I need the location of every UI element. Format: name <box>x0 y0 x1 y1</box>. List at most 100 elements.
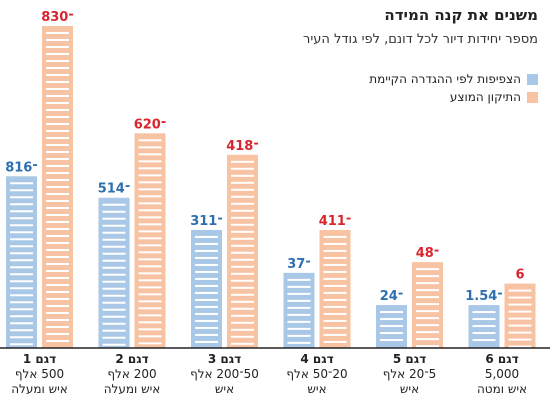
category-label-3: דגם 3 50־200 אלף איש <box>185 352 265 397</box>
bar-stripe <box>46 95 69 97</box>
bar-stripe <box>46 60 69 62</box>
bar-stripe <box>138 167 162 170</box>
bar-stripe <box>323 242 347 245</box>
bar-stripe <box>195 263 218 266</box>
bar-stripe <box>46 312 69 314</box>
bar-stripe <box>102 245 126 248</box>
bar-stripe <box>10 189 33 192</box>
bar-stripe <box>287 292 311 295</box>
bar-stripe <box>195 277 218 280</box>
bar-stripe <box>138 195 162 198</box>
bar-stripe <box>138 251 162 254</box>
bar-rect-current-3 <box>191 229 222 348</box>
bar-stripe <box>138 342 162 345</box>
bar-stripe <box>46 326 69 328</box>
bar-stripe <box>46 333 69 335</box>
bar-stripe <box>46 256 69 258</box>
bar-stripe <box>46 249 69 251</box>
data-label-current-6: 1.5־4 <box>465 289 502 304</box>
bar-stripe <box>472 332 496 335</box>
bar-stripe <box>323 312 347 315</box>
category-label-line: דגם 3 <box>207 352 242 366</box>
bar-stripe <box>231 265 254 268</box>
bar-stripe <box>508 303 532 306</box>
bar-stripe <box>195 235 218 238</box>
bar-rect-current-2 <box>98 197 130 348</box>
bar-stripe <box>231 230 254 233</box>
bar-stripe <box>231 202 254 205</box>
legend-label-proposed: התיקון המוצע <box>449 90 521 104</box>
bar-stripe <box>10 294 33 297</box>
bar-current-3 <box>191 229 222 348</box>
data-label-proposed-3: 4־18 <box>226 139 259 154</box>
bar-stripe <box>323 340 347 343</box>
bar-stripe <box>287 334 311 337</box>
bar-stripe <box>102 315 126 318</box>
bar-proposed-1 <box>42 26 73 348</box>
bar-stripe <box>416 331 439 334</box>
legend-swatch-current <box>527 73 538 85</box>
category-label-line: איש <box>214 382 235 396</box>
bar-stripe <box>138 216 162 219</box>
bar-stripe <box>10 329 33 332</box>
bar-stripe <box>231 160 254 163</box>
bar-stripe <box>10 182 33 185</box>
bar-stripe <box>102 217 126 220</box>
bar-stripe <box>138 181 162 184</box>
bar-stripe <box>102 224 126 227</box>
bar-stripe <box>195 298 218 301</box>
legend-label-current: הצפיפות לפי ההגדרה הקיימת <box>369 72 521 86</box>
bar-stripe <box>46 214 69 216</box>
bar-stripe <box>46 32 69 34</box>
category-label-line: דגם 4 <box>300 352 334 366</box>
bar-stripe <box>46 221 69 223</box>
bar-stripe <box>195 326 218 329</box>
bar-proposed-4 <box>319 229 351 348</box>
bar-stripe <box>323 298 347 301</box>
bar-stripe <box>46 116 69 118</box>
bar-stripe <box>231 244 254 247</box>
bar-current-4 <box>283 272 315 348</box>
bar-stripe <box>102 231 126 234</box>
bar-stripe <box>231 321 254 324</box>
bar-stripe <box>102 322 126 325</box>
bar-stripe <box>287 327 311 330</box>
bar-stripe <box>416 275 439 278</box>
bar-stripe <box>508 324 532 327</box>
bar-stripe <box>231 188 254 191</box>
bar-stripe <box>508 345 532 348</box>
category-label-5: דגם 5 5־20 אלף איש <box>370 352 450 397</box>
bar-current-1 <box>6 176 37 348</box>
bar-stripe <box>46 102 69 104</box>
bar-stripe <box>138 272 162 275</box>
chart-title: משנים את קנה המידה <box>384 6 538 24</box>
category-label-line: דגם 6 <box>485 352 519 366</box>
bar-stripe <box>10 336 33 339</box>
category-label-line: 20־50 אלף <box>286 367 348 381</box>
category-label-1: דגם 1 500 אלף איש ומעלה <box>0 352 80 397</box>
bar-stripe <box>46 172 69 174</box>
bar-stripe <box>231 167 254 170</box>
bar-stripe <box>195 305 218 308</box>
bar-stripe <box>231 335 254 338</box>
bar-current-5 <box>376 305 407 348</box>
bar-stripe <box>195 340 218 343</box>
bar-stripe <box>231 272 254 275</box>
legend-item-current: הצפיפות לפי ההגדרה הקיימת <box>369 72 538 86</box>
bar-stripe <box>10 273 33 276</box>
bar-stripe <box>472 311 496 314</box>
bar-current-2 <box>98 197 130 348</box>
bar-stripe <box>380 325 403 328</box>
category-label-line: דגם 2 <box>115 352 149 366</box>
bar-stripe <box>323 326 347 329</box>
bar-stripe <box>46 319 69 321</box>
bar-stripe <box>323 319 347 322</box>
chart-subtitle: מספר יחידות דיור לכל דונם, לפי גודל העיר <box>303 32 538 47</box>
bar-stripe <box>195 319 218 322</box>
bar-rect-proposed-4 <box>319 229 351 348</box>
bar-stripe <box>231 314 254 317</box>
bar-stripe <box>508 331 532 334</box>
bar-stripe <box>46 291 69 293</box>
category-label-2: דגם 2 200 אלף איש ומעלה <box>92 352 172 397</box>
bar-stripe <box>231 195 254 198</box>
